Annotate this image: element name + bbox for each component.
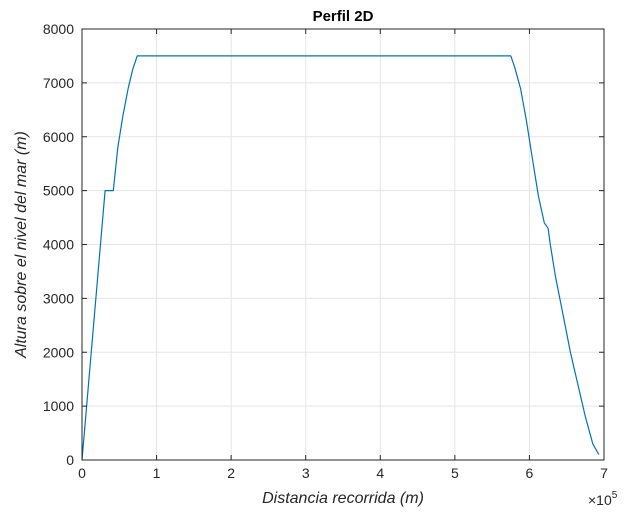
chart-title: Perfil 2D xyxy=(313,8,374,25)
y-tick-label: 2000 xyxy=(43,344,74,360)
y-tick-label: 6000 xyxy=(43,129,74,145)
x-tick-label: 6 xyxy=(526,465,534,481)
y-tick-label: 0 xyxy=(66,452,74,468)
x-tick-label: 2 xyxy=(227,465,235,481)
x-tick-label: 5 xyxy=(451,465,459,481)
x-tick-label: 1 xyxy=(153,465,161,481)
x-axis-exponent-power: 5 xyxy=(612,490,618,501)
x-axis-exponent: ×105 xyxy=(588,490,618,508)
y-tick-label: 4000 xyxy=(43,237,74,253)
x-axis-exponent-base: ×10 xyxy=(588,492,612,508)
series-layer xyxy=(81,55,600,461)
x-tick-label: 3 xyxy=(302,465,310,481)
y-tick-label: 8000 xyxy=(43,21,74,37)
y-tick-label: 5000 xyxy=(43,183,74,199)
x-axis-label: Distancia recorrida (m) xyxy=(262,490,424,507)
y-axis-label: Altura sobre el nivel del mar (m) xyxy=(13,131,30,359)
x-tick-label: 0 xyxy=(78,465,86,481)
axis-ticks: 0 1 2 3 4 5 6 7 0 1000 2000 3000 4000 5000 6000 7000 800… xyxy=(43,21,608,481)
y-tick-label: 7000 xyxy=(43,75,74,91)
series-line xyxy=(81,55,600,461)
y-tick-label: 3000 xyxy=(43,290,74,306)
x-tick-label: 7 xyxy=(600,465,608,481)
grid xyxy=(82,29,604,460)
x-tick-label: 4 xyxy=(376,465,384,481)
y-tick-label: 1000 xyxy=(43,398,74,414)
